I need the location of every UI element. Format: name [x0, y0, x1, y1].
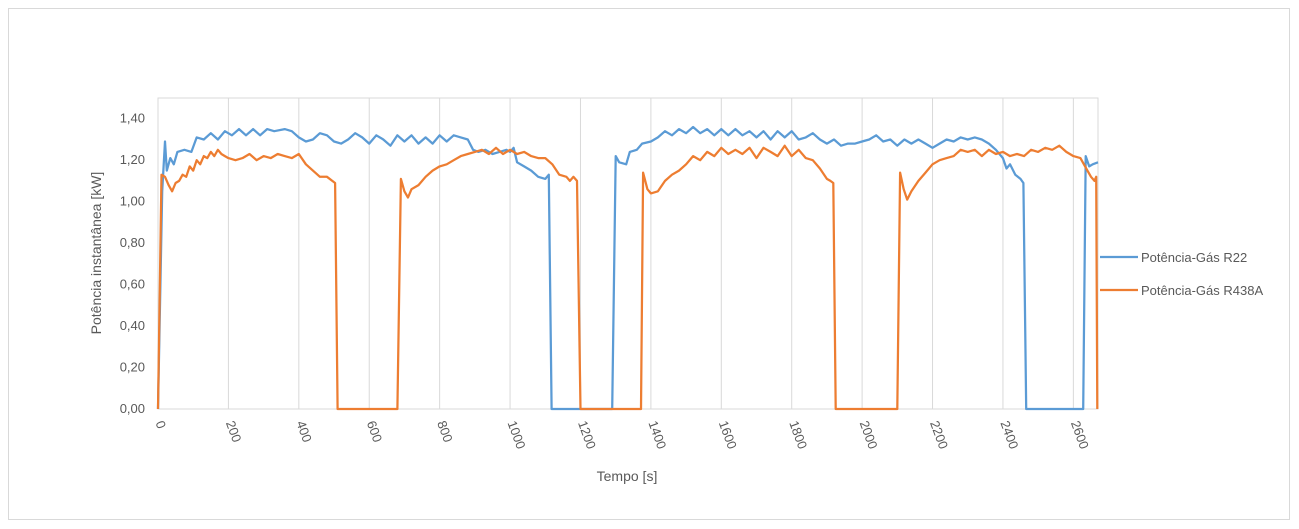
x-tick-label: 200 [223, 419, 245, 445]
x-tick-label: 800 [434, 419, 456, 445]
y-tick-label: 1,00 [120, 194, 145, 209]
grid-lines [158, 98, 1098, 410]
x-tick-label: 600 [364, 419, 386, 445]
x-tick-label: 1800 [786, 419, 810, 451]
series-line-2 [156, 144, 1099, 411]
x-tick-label: 1600 [716, 419, 740, 451]
y-tick-label: 0,80 [120, 235, 145, 250]
x-tick-label: 2400 [997, 419, 1021, 451]
x-tick-label: 2000 [857, 419, 881, 451]
x-tick-label: 400 [293, 419, 315, 445]
y-tick-label: 0,20 [120, 360, 145, 375]
y-tick-label: 0,00 [120, 401, 145, 416]
x-tick-label: 2200 [927, 419, 951, 451]
legend: Potência-Gás R22 Potência-Gás R438A [1100, 250, 1263, 298]
x-axis-title: Tempo [s] [597, 468, 658, 484]
y-tick-label: 0,60 [120, 277, 145, 292]
series-line-1 [156, 125, 1099, 411]
legend-label: Potência-Gás R22 [1141, 250, 1247, 265]
chart-frame [8, 8, 1290, 520]
legend-label: Potência-Gás R438A [1141, 283, 1263, 298]
x-tick-label: 2600 [1068, 419, 1092, 451]
x-tick-label: 1400 [645, 419, 669, 451]
series-group [156, 125, 1099, 411]
x-axis-ticks: 0 200 400 600 800 1000 1200 1400 1600 1800 2000 220… [153, 419, 1092, 451]
x-tick-label: 1000 [505, 419, 529, 451]
y-tick-label: 1,20 [120, 152, 145, 167]
x-tick-label: 0 [153, 419, 170, 431]
x-tick-label: 1200 [575, 419, 599, 451]
y-tick-label: 1,40 [120, 111, 145, 126]
y-axis-ticks: 0,00 0,20 0,40 0,60 0,80 1,00 1,20 1,40 [120, 111, 145, 416]
y-axis-title: Potência instantânea [kW] [88, 172, 104, 335]
y-tick-label: 0,40 [120, 318, 145, 333]
